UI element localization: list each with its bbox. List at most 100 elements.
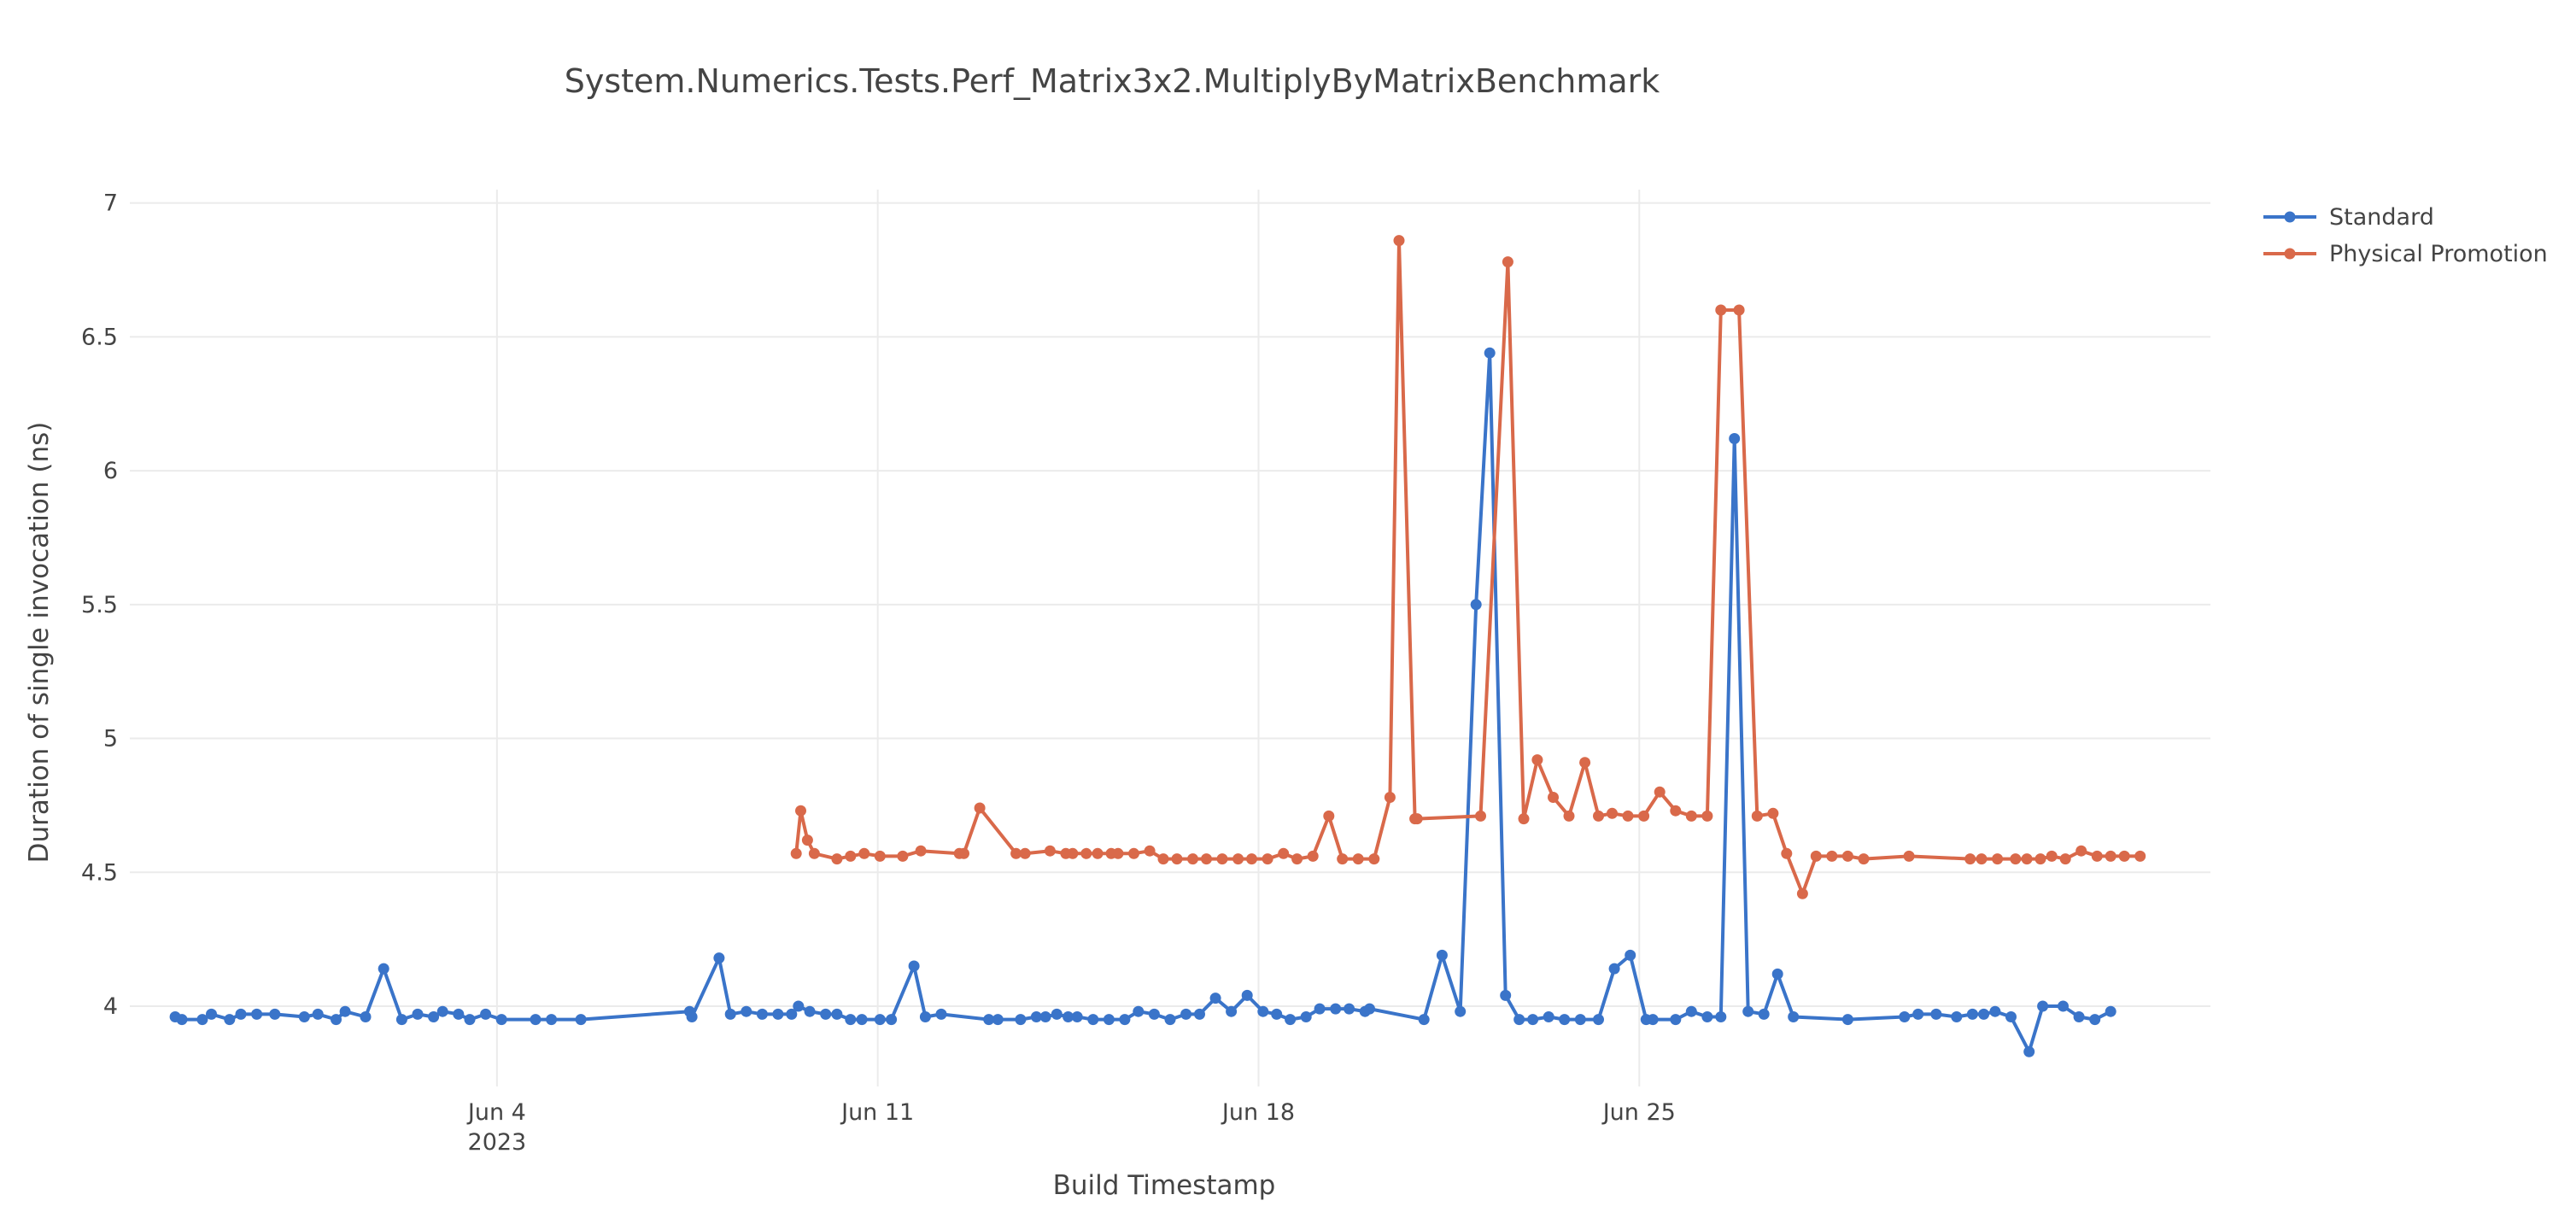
data-point[interactable]: [935, 1008, 947, 1020]
data-point[interactable]: [1232, 853, 1244, 865]
data-point[interactable]: [1502, 256, 1513, 268]
data-point[interactable]: [1527, 1014, 1539, 1026]
data-point[interactable]: [804, 1005, 816, 1017]
data-point[interactable]: [1271, 1008, 1283, 1020]
data-point[interactable]: [2105, 1005, 2116, 1017]
data-point[interactable]: [1715, 304, 1727, 316]
data-point[interactable]: [686, 1011, 698, 1022]
data-point[interactable]: [856, 1014, 868, 1026]
data-point[interactable]: [1729, 433, 1741, 444]
data-point[interactable]: [1638, 810, 1650, 822]
data-point[interactable]: [1330, 1003, 1342, 1015]
data-point[interactable]: [1531, 754, 1543, 766]
data-point[interactable]: [1010, 847, 1022, 859]
legend-item[interactable]: Standard: [2263, 204, 2434, 231]
data-point[interactable]: [2059, 853, 2071, 865]
data-point[interactable]: [312, 1008, 324, 1020]
data-point[interactable]: [741, 1005, 752, 1017]
data-point[interactable]: [1352, 853, 1364, 865]
data-point[interactable]: [224, 1014, 236, 1026]
data-point[interactable]: [845, 1014, 857, 1026]
data-point[interactable]: [992, 1014, 1004, 1026]
data-point[interactable]: [1364, 1003, 1375, 1015]
data-point[interactable]: [1593, 810, 1604, 822]
data-point[interactable]: [1484, 347, 1496, 359]
data-point[interactable]: [1899, 1011, 1911, 1022]
data-point[interactable]: [176, 1014, 188, 1026]
data-point[interactable]: [1559, 1014, 1571, 1026]
data-point[interactable]: [1500, 989, 1512, 1001]
data-point[interactable]: [1964, 853, 1976, 865]
data-point[interactable]: [428, 1011, 440, 1022]
data-point[interactable]: [1344, 1003, 1355, 1015]
data-point[interactable]: [2073, 1011, 2085, 1022]
data-point[interactable]: [1201, 853, 1212, 865]
data-point[interactable]: [2046, 850, 2058, 862]
data-point[interactable]: [1103, 1014, 1115, 1026]
data-point[interactable]: [298, 1011, 310, 1022]
data-point[interactable]: [1781, 847, 1793, 859]
data-point[interactable]: [831, 1008, 843, 1020]
data-point[interactable]: [1513, 1014, 1525, 1026]
data-point[interactable]: [1087, 1014, 1099, 1026]
data-point[interactable]: [2118, 850, 2130, 862]
data-point[interactable]: [395, 1014, 407, 1026]
data-point[interactable]: [915, 845, 927, 857]
data-point[interactable]: [1758, 1008, 1770, 1020]
data-point[interactable]: [2037, 1000, 2049, 1012]
data-point[interactable]: [1978, 1008, 1990, 1020]
data-point[interactable]: [886, 1014, 898, 1026]
data-point[interactable]: [2075, 845, 2087, 857]
data-point[interactable]: [1608, 963, 1620, 975]
data-point[interactable]: [1307, 850, 1319, 862]
data-point[interactable]: [1257, 1005, 1269, 1017]
data-point[interactable]: [1436, 949, 1448, 961]
data-point[interactable]: [1912, 1008, 1924, 1020]
data-point[interactable]: [453, 1008, 465, 1020]
data-point[interactable]: [874, 850, 886, 862]
data-point[interactable]: [1180, 1008, 1192, 1020]
data-point[interactable]: [1670, 805, 1682, 817]
data-point[interactable]: [958, 847, 969, 859]
data-point[interactable]: [196, 1014, 208, 1026]
data-point[interactable]: [436, 1005, 448, 1017]
data-point[interactable]: [1841, 850, 1853, 862]
data-point[interactable]: [1475, 810, 1486, 822]
data-point[interactable]: [412, 1008, 424, 1020]
data-point[interactable]: [858, 847, 870, 859]
data-point[interactable]: [1112, 847, 1124, 859]
data-point[interactable]: [1314, 1003, 1326, 1015]
data-point[interactable]: [1148, 1008, 1160, 1020]
data-point[interactable]: [464, 1014, 476, 1026]
data-point[interactable]: [801, 834, 813, 846]
data-point[interactable]: [495, 1014, 507, 1026]
data-point[interactable]: [2091, 850, 2103, 862]
data-point[interactable]: [724, 1008, 736, 1020]
data-point[interactable]: [1826, 850, 1838, 862]
legend-item[interactable]: Physical Promotion: [2263, 241, 2548, 267]
data-point[interactable]: [480, 1008, 492, 1020]
data-point[interactable]: [1246, 853, 1257, 865]
data-point[interactable]: [793, 1000, 805, 1012]
data-point[interactable]: [206, 1008, 217, 1020]
data-point[interactable]: [1187, 853, 1198, 865]
data-point[interactable]: [1841, 1014, 1853, 1026]
data-point[interactable]: [808, 847, 820, 859]
data-point[interactable]: [1285, 1014, 1297, 1026]
data-point[interactable]: [546, 1014, 558, 1026]
data-point[interactable]: [983, 1014, 995, 1026]
data-point[interactable]: [897, 850, 909, 862]
data-point[interactable]: [919, 1011, 931, 1022]
data-point[interactable]: [1579, 757, 1591, 769]
data-point[interactable]: [1019, 847, 1031, 859]
data-point[interactable]: [1015, 1014, 1027, 1026]
data-point[interactable]: [1715, 1011, 1727, 1022]
data-point[interactable]: [331, 1014, 342, 1026]
data-point[interactable]: [2010, 853, 2022, 865]
data-point[interactable]: [1262, 853, 1273, 865]
data-point[interactable]: [1858, 853, 1870, 865]
data-point[interactable]: [1622, 810, 1634, 822]
data-point[interactable]: [1368, 853, 1380, 865]
data-point[interactable]: [1039, 1011, 1051, 1022]
data-point[interactable]: [1216, 853, 1228, 865]
